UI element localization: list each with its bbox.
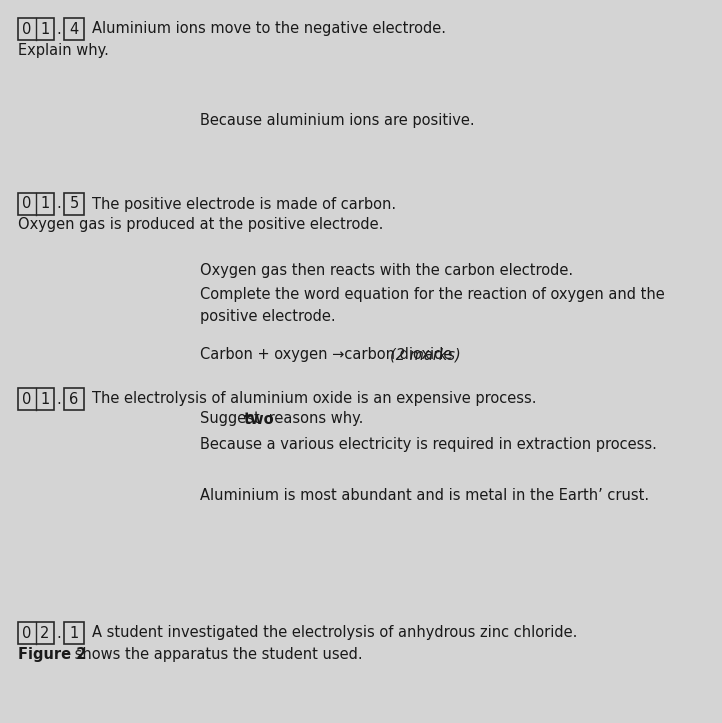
Text: Carbon + oxygen →carbon dioxide: Carbon + oxygen →carbon dioxide — [200, 348, 457, 362]
Text: two: two — [244, 411, 274, 427]
Text: 6: 6 — [69, 391, 79, 406]
FancyBboxPatch shape — [18, 622, 54, 644]
Text: 0: 0 — [22, 625, 32, 641]
Text: 4: 4 — [69, 22, 79, 36]
FancyBboxPatch shape — [18, 193, 54, 215]
Text: Aluminium ions move to the negative electrode.: Aluminium ions move to the negative elec… — [92, 22, 446, 36]
Text: 1: 1 — [40, 391, 50, 406]
Text: 1: 1 — [40, 22, 50, 36]
Text: .: . — [56, 197, 61, 212]
FancyBboxPatch shape — [64, 622, 84, 644]
Text: 1: 1 — [40, 197, 50, 212]
FancyBboxPatch shape — [64, 18, 84, 40]
Text: .: . — [56, 391, 61, 406]
Text: Oxygen gas then reacts with the carbon electrode.: Oxygen gas then reacts with the carbon e… — [200, 263, 573, 278]
Text: shows the apparatus the student used.: shows the apparatus the student used. — [70, 646, 362, 662]
Text: The positive electrode is made of carbon.: The positive electrode is made of carbon… — [92, 197, 396, 212]
Text: Suggest: Suggest — [200, 411, 264, 427]
FancyBboxPatch shape — [18, 18, 54, 40]
Text: .: . — [56, 22, 61, 36]
Text: The electrolysis of aluminium oxide is an expensive process.: The electrolysis of aluminium oxide is a… — [92, 391, 536, 406]
Text: Because a various electricity is required in extraction process.: Because a various electricity is require… — [200, 437, 657, 453]
Text: 5: 5 — [69, 197, 79, 212]
Text: 2: 2 — [40, 625, 50, 641]
Text: Explain why.: Explain why. — [18, 43, 109, 58]
Text: Because aluminium ions are positive.: Because aluminium ions are positive. — [200, 114, 474, 129]
Text: Oxygen gas is produced at the positive electrode.: Oxygen gas is produced at the positive e… — [18, 218, 383, 233]
Text: Complete the word equation for the reaction of oxygen and the: Complete the word equation for the react… — [200, 288, 665, 302]
FancyBboxPatch shape — [64, 388, 84, 410]
Text: Aluminium is most abundant and is metal in the Earth’ crust.: Aluminium is most abundant and is metal … — [200, 487, 649, 502]
Text: 0: 0 — [22, 22, 32, 36]
Text: .: . — [56, 625, 61, 641]
Text: 0: 0 — [22, 391, 32, 406]
Text: 1: 1 — [69, 625, 79, 641]
Text: reasons why.: reasons why. — [264, 411, 364, 427]
Text: positive electrode.: positive electrode. — [200, 309, 336, 325]
Text: (2 marks): (2 marks) — [390, 348, 461, 362]
Text: Figure 2: Figure 2 — [18, 646, 87, 662]
Text: A student investigated the electrolysis of anhydrous zinc chloride.: A student investigated the electrolysis … — [92, 625, 578, 641]
FancyBboxPatch shape — [18, 388, 54, 410]
Text: 0: 0 — [22, 197, 32, 212]
FancyBboxPatch shape — [64, 193, 84, 215]
